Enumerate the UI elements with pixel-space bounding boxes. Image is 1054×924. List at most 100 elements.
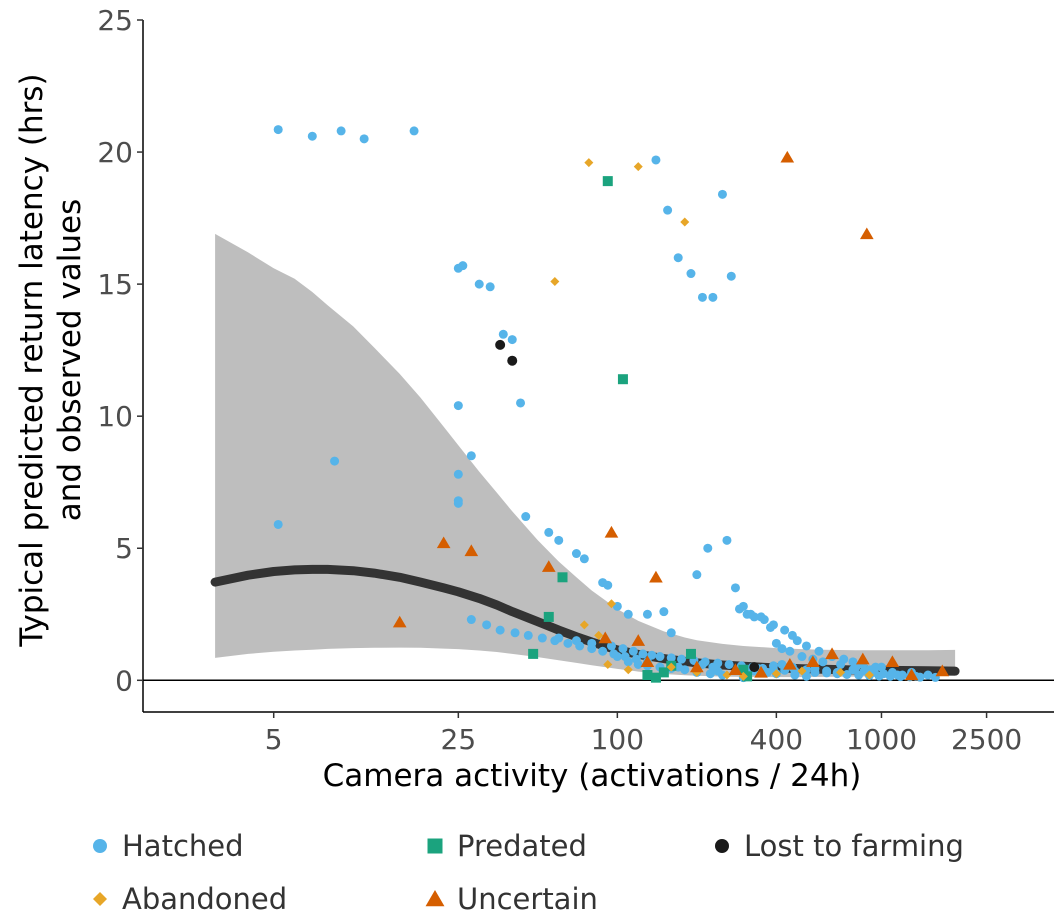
data-point-hatched [623,657,633,667]
data-point-uncertain [935,664,950,677]
data-point-uncertain [904,668,919,681]
data-point-hatched [633,659,643,669]
data-point-hatched [768,661,778,671]
legend-label-uncertain: Uncertain [457,882,598,916]
data-point-hatched [780,625,790,635]
confidence-ribbon-layer [215,233,956,678]
data-point-hatched [587,644,597,654]
data-point-hatched [359,134,369,144]
data-point-hatched [839,654,849,664]
data-point-hatched [409,126,419,136]
y-tick-label: 0 [115,664,133,697]
data-point-hatched [575,641,585,651]
data-point-hatched [749,612,759,622]
data-point-hatched [692,570,702,580]
data-point-abandoned [603,659,613,669]
data-point-hatched [818,657,828,667]
legend: Hatched Predated Lost to farming Abandoned U… [93,829,964,916]
x-tick-labels: 5 25 100 400 1000 2500 [265,723,1022,756]
data-point-hatched [453,469,463,479]
data-point-uncertain [464,544,479,557]
data-point-hatched [571,549,581,559]
data-point-hatched [516,398,526,408]
data-point-hatched [663,205,673,215]
data-point-abandoned [594,630,604,640]
data-point-hatched [612,652,622,662]
data-point-hatched [523,630,533,640]
y-tick-label: 15 [97,268,133,301]
data-point-predated [650,672,661,683]
data-point-uncertain [825,647,839,660]
data-point-hatched [717,189,727,199]
data-point-hatched [703,543,713,553]
data-point-uncertain [806,655,820,668]
data-point-uncertain [754,665,768,678]
data-point-hatched [307,131,317,141]
data-point-hatched [859,666,869,676]
data-point-hatched [734,604,744,614]
data-point-hatched [848,657,858,667]
x-tick-label: 5 [265,723,283,756]
data-point-hatched [677,654,687,664]
data-point-hatched [680,665,690,675]
data-point-abandoned [771,669,781,679]
data-point-hatched [797,652,807,662]
data-point-hatched [785,646,795,656]
y-tick-label: 25 [97,4,133,37]
data-point-hatched [563,638,573,648]
data-point-hatched [726,271,736,281]
data-point-hatched [623,609,633,619]
data-point-hatched [273,519,283,529]
legend-label-abandoned: Abandoned [122,882,287,916]
data-points-layer [273,125,950,683]
data-point-uncertain [598,631,613,644]
data-point-hatched [659,607,669,617]
data-point-hatched [790,670,800,680]
data-point-hatched [666,653,676,663]
x-tick-label: 1000 [846,723,917,756]
data-point-uncertain [541,560,556,572]
data-point-hatched [708,292,718,302]
data-point-abandoned [666,662,676,672]
data-point-hatched [768,620,778,630]
data-point-hatched [618,644,628,654]
data-point-hatched [742,609,752,619]
legend-key-hatched [93,839,107,853]
data-point-abandoned [584,158,594,168]
data-point-predated [642,670,653,681]
data-point-hatched [848,665,858,675]
data-point-hatched [647,650,657,660]
data-point-hatched [330,456,340,466]
data-point-predated [685,648,696,659]
x-tick-label: 400 [750,723,803,756]
y-tick-label: 10 [97,400,133,433]
data-point-uncertain [728,663,743,675]
data-point-hatched [655,652,665,662]
data-point-uncertain [859,227,874,240]
data-point-abandoned [722,670,732,680]
data-point-abandoned [864,670,874,680]
x-tick-label: 25 [441,723,477,756]
data-point-hatched [598,646,608,656]
data-point-hatched [705,669,715,679]
data-point-hatched [879,669,889,679]
data-point-abandoned [633,162,643,172]
data-point-hatched [521,512,531,522]
data-point-predated [617,374,628,385]
data-point-hatched [777,659,787,669]
data-point-predated [658,667,669,678]
x-tick-label: 2500 [951,723,1022,756]
legend-label-predated: Predated [457,829,587,863]
y-axis-title-line-1: Typical predicted return latency (hrs) [14,73,50,647]
data-point-hatched [722,535,732,545]
data-point-hatched [579,554,589,564]
data-point-hatched [474,279,484,289]
data-point-hatched [771,638,781,648]
data-point-hatched [628,646,638,656]
data-point-hatched [544,527,554,537]
legend-key-abandoned [93,892,107,906]
data-point-abandoned [623,665,633,675]
x-tick-label: 100 [591,723,644,756]
data-point-uncertain [783,657,797,670]
